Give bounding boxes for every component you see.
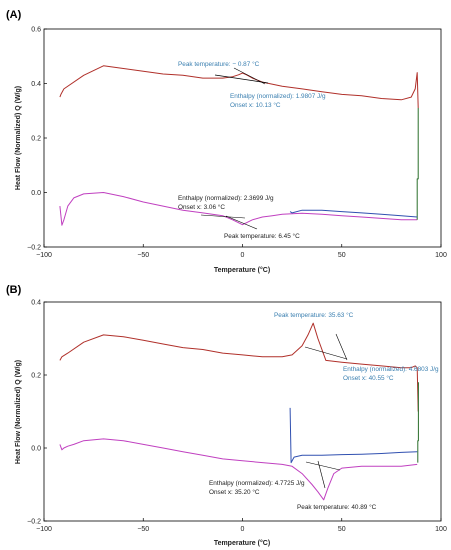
x-axis-label-b: Temperature (°C) (214, 539, 270, 547)
series-group-b (59, 322, 419, 501)
x-tick-label: 0 (241, 526, 245, 533)
tangent-line-b-upper-2 (335, 333, 348, 361)
tangent-line-a-lower (200, 214, 246, 219)
panel-label-a: (A) (6, 9, 22, 21)
y-axis-label-a: Heat Flow (Normalized) Q (W/g) (15, 86, 22, 190)
annotation-b-enthalpy-upper: Enthalpy (normalized): 4.6803 J/g (343, 366, 439, 373)
series-line-b-2 (59, 438, 418, 501)
tick-group-b: −100 −50 0 50 100 −0.2 0.0 0.2 0.4 (27, 300, 447, 534)
annotation-a-onset-upper: Onset x: 10.13 °C (230, 101, 281, 109)
x-tick-label: −100 (36, 526, 52, 533)
annotation-b-peak-lower: Peak temperature: 40.89 °C (297, 503, 377, 511)
x-tick-label: −50 (137, 252, 149, 259)
annotation-b-enthalpy-lower: Enthalpy (normalized): 4.7725 J/g (209, 480, 305, 487)
annotation-a-enthalpy-upper: Enthalpy (normalized): 1.9807 J/g (230, 93, 326, 100)
y-axis-label-b: Heat Flow (Normalized) Q (W/g) (15, 360, 22, 464)
series-line-b-1 (59, 322, 419, 412)
annotation-a-peak-lower: Peak temperature: 6.45 °C (224, 232, 300, 240)
y-tick-label: 0.4 (31, 300, 41, 307)
x-tick-label: 100 (435, 526, 447, 533)
annotation-a-peak-upper: Peak temperature: − 0.87 °C (178, 60, 260, 68)
tangent-line-b-upper (304, 346, 348, 360)
panel-label-b: (B) (6, 284, 22, 296)
y-tick-label: 0.2 (31, 136, 41, 143)
y-tick-label: 0.6 (31, 27, 41, 34)
tick-group-a: −100 −50 0 50 100 −0.2 0.0 0.2 0.4 0.6 (27, 27, 447, 260)
x-tick-label: −100 (36, 252, 52, 259)
tangent-line-b-lower (305, 461, 341, 471)
chart-panel-b: (B) −100 −50 0 50 100 −0.2 0.0 0.2 0.4 Temperatu… (6, 284, 447, 547)
tangent-line-a-upper-2 (233, 67, 266, 85)
series-group-a (59, 65, 419, 226)
annotation-b-onset-lower: Onset x: 35.20 °C (209, 488, 260, 496)
x-axis-label-a: Temperature (°C) (214, 266, 270, 274)
tangent-line-b-lower-2 (317, 460, 326, 489)
annotation-a-enthalpy-lower: Enthalpy (normalized): 2.3699 J/g (178, 195, 274, 202)
annotation-b-peak-upper: Peak temperature: 35.63 °C (274, 311, 354, 319)
y-tick-label: 0.2 (31, 373, 41, 380)
tangent-line-a-lower-2 (225, 215, 258, 230)
x-tick-label: 100 (435, 252, 447, 259)
series-line-a-4 (289, 209, 418, 218)
tangent-line-a-upper (214, 74, 269, 84)
series-line-a-3 (416, 108, 419, 220)
series-line-b-4 (289, 407, 418, 464)
y-tick-label: 0.0 (31, 446, 41, 453)
x-tick-label: −50 (137, 526, 149, 533)
x-tick-label: 50 (338, 526, 346, 533)
y-tick-label: 0.4 (31, 81, 41, 88)
series-line-a-1 (59, 65, 419, 109)
chart-panel-a: (A) −100 −50 0 50 100 −0.2 0.0 0.2 0.4 0.6 Temper… (6, 9, 447, 274)
annotation-a-onset-lower: Onset x: 3.06 °C (178, 203, 225, 211)
y-tick-label: −0.2 (27, 519, 41, 526)
annotation-b-onset-upper: Onset x: 40.55 °C (343, 374, 394, 382)
x-tick-label: 0 (241, 252, 245, 259)
y-tick-label: 0.0 (31, 190, 41, 197)
series-line-b-3 (417, 382, 419, 463)
x-tick-label: 50 (338, 252, 346, 259)
series-line-a-2 (59, 192, 418, 226)
y-tick-label: −0.2 (27, 245, 41, 252)
